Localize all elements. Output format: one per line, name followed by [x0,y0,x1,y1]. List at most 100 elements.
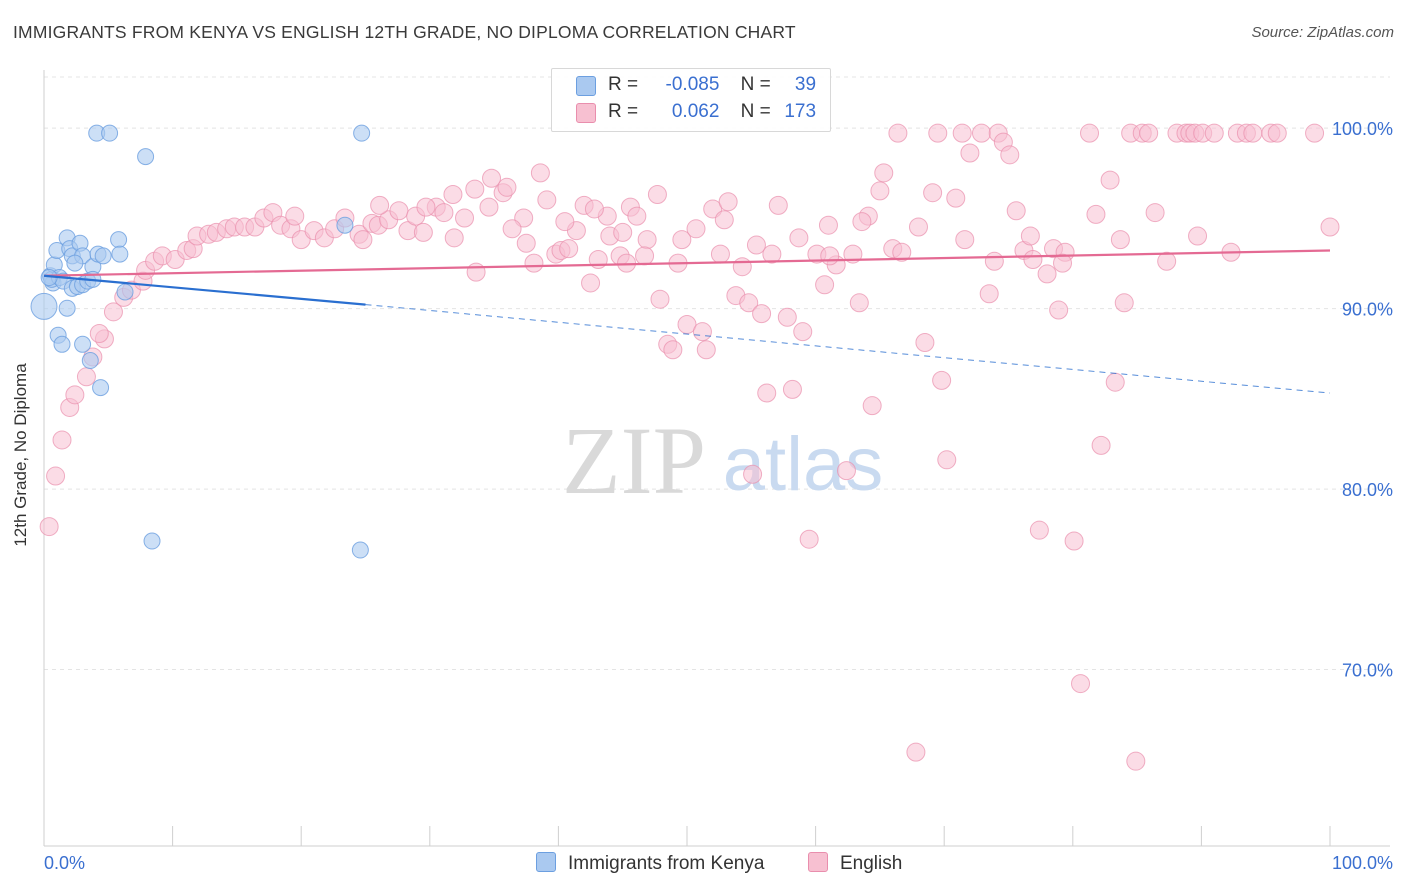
english-point [789,228,809,248]
english-point [1157,251,1177,271]
english-point [647,185,667,205]
x-tick-labels: 0.0% 100.0% [44,853,1393,873]
english-point [960,143,980,163]
bottom-legend-english: English [808,852,902,875]
english-point [52,430,72,450]
kenya-point [111,245,129,263]
watermark-zip: ZIP [562,407,706,514]
english-point [906,742,926,762]
english-point [650,289,670,309]
legend-r-label-kenya: R = [608,74,639,95]
english-points [39,123,1340,771]
english-point [497,177,517,197]
english-point [843,244,863,264]
chart-title: IMMIGRANTS FROM KENYA VS ENGLISH 12TH GR… [13,22,796,42]
english-point [1145,203,1165,223]
english-point [1139,123,1159,143]
english-point [815,275,835,295]
english-point [793,322,813,342]
y-tick-label: 90.0% [1342,300,1393,320]
trend-lines [43,249,1331,394]
english-point [818,215,838,235]
kenya-trend-line [43,274,366,306]
english-point [482,168,502,188]
kenya-trend-line-extension [365,304,1331,394]
english-point [103,302,123,322]
english-point [746,235,766,255]
english-point [979,284,999,304]
english-point [443,185,463,205]
english-point [1188,226,1208,246]
english-point [65,385,85,405]
english-point [637,230,657,250]
bottom-legend-label-kenya: Immigrants from Kenya [568,853,765,874]
english-point [923,183,943,203]
english-point [732,257,752,277]
english-point [466,262,486,282]
english-point [1023,249,1043,269]
kenya-point [351,541,369,559]
kenya-point [92,379,110,397]
english-point [89,323,109,343]
english-point [530,163,550,183]
kenya-point [110,231,128,249]
y-tick-labels: 70.0% 80.0% 90.0% 100.0% [1332,119,1393,680]
english-point [762,244,782,264]
english-point [1320,217,1340,237]
english-point [455,208,475,228]
english-point [479,197,499,217]
kenya-point [53,335,71,353]
english-point [971,123,991,143]
english-point [465,179,485,199]
english-point [686,219,706,239]
english-point [76,367,96,387]
english-point [714,210,734,230]
english-point [1006,201,1026,221]
kenya-points [30,124,371,559]
english-point [768,195,788,215]
english-point [928,123,948,143]
english-point [1110,230,1130,250]
bottom-legend-kenya: Immigrants from Kenya [536,852,764,875]
english-point [613,222,633,242]
english-point [743,464,763,484]
english-point [946,188,966,208]
english-point [39,517,59,537]
watermark-atlas: atlas [723,422,884,507]
english-point [908,217,928,237]
english-point [413,222,433,242]
english-trend-line [43,249,1331,277]
kenya-point [30,292,58,320]
english-point [1053,253,1073,273]
bottom-legend-swatch-english [808,852,828,872]
english-point [799,529,819,549]
english-point [584,199,604,219]
kenya-point [116,283,134,301]
english-point [370,195,390,215]
english-point [389,201,409,221]
bottom-legend-swatch-kenya [536,852,556,872]
legend-n-value-kenya: 39 [794,74,817,95]
kenya-point [137,148,155,166]
axes [43,70,1390,847]
english-point [1305,123,1325,143]
english-point [820,246,840,266]
english-point [502,219,522,239]
english-point [524,253,544,273]
source-credit: Source: ZipAtlas.com [1251,24,1394,41]
english-point [874,163,894,183]
english-point [888,123,908,143]
legend-swatch-kenya [576,76,596,96]
english-point [1267,123,1287,143]
english-point [955,230,975,250]
english-point [635,246,655,266]
english-point [1080,123,1100,143]
x-tick-label: 0.0% [44,853,85,873]
english-point [416,197,436,217]
kenya-point [66,254,84,272]
bottom-legend-label-english: English [840,853,903,874]
english-point [915,333,935,353]
kenya-point [353,124,371,142]
legend-swatch-english [576,103,596,123]
kenya-point [81,352,99,370]
